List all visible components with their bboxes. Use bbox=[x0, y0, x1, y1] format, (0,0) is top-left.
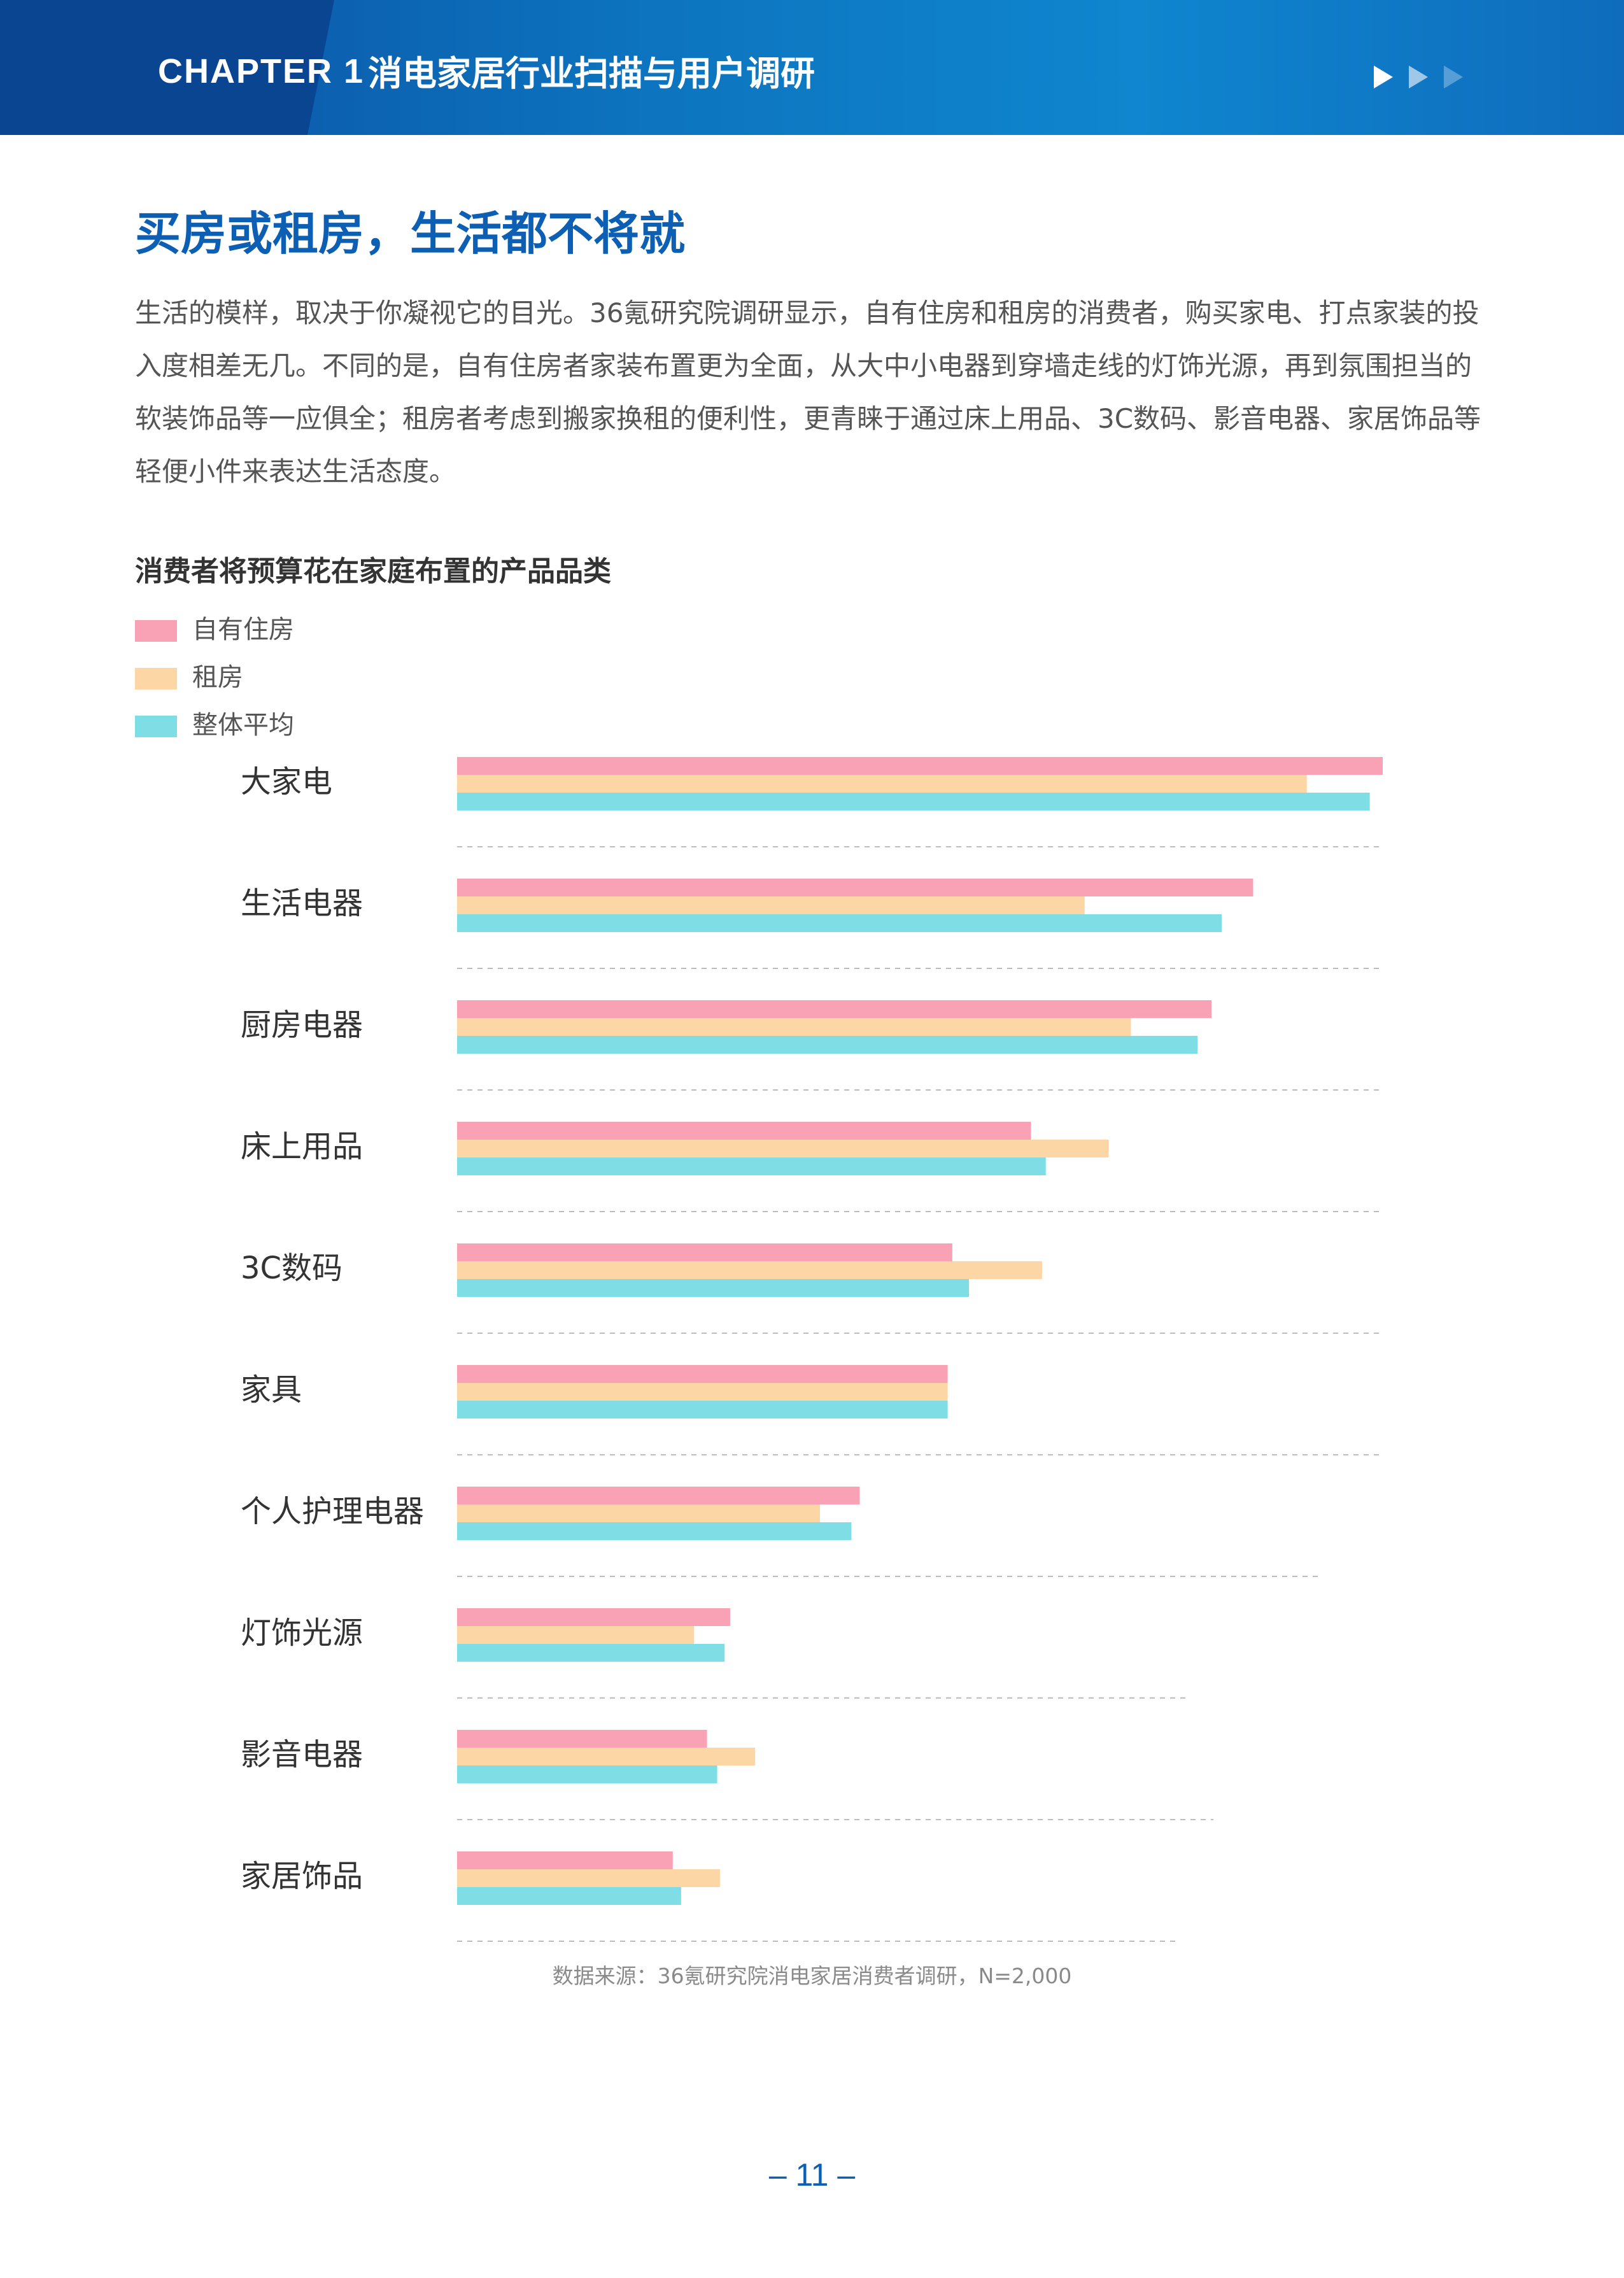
category-label: 厨房电器 bbox=[241, 1007, 363, 1043]
category-label: 影音电器 bbox=[241, 1737, 363, 1772]
page-number: – 11 – bbox=[768, 2157, 856, 2193]
chapter-title: 消电家居行业扫描与用户调研 bbox=[368, 53, 815, 94]
bar-rented bbox=[457, 896, 1085, 914]
data-source: 数据来源：36氪研究院消电家居消费者调研，N=2,000 bbox=[552, 1963, 1072, 1988]
bar-owned bbox=[457, 757, 1383, 775]
legend-swatch bbox=[135, 716, 177, 737]
header-banner: CHAPTER 1 消电家居行业扫描与用户调研 bbox=[0, 0, 1624, 135]
bar-average bbox=[457, 1279, 970, 1297]
legend-swatch bbox=[135, 668, 177, 690]
bar-rented bbox=[457, 1748, 756, 1765]
category-group: 厨房电器 bbox=[241, 1000, 1383, 1091]
category-label: 大家电 bbox=[241, 764, 332, 800]
bar-owned bbox=[457, 1000, 1212, 1018]
bar-average bbox=[457, 1644, 725, 1662]
bar-owned bbox=[457, 1851, 673, 1869]
bar-average bbox=[457, 793, 1370, 810]
category-group: 3C数码 bbox=[241, 1243, 1383, 1334]
legend-label: 整体平均 bbox=[192, 711, 294, 740]
category-group: 家具 bbox=[241, 1365, 1383, 1455]
category-label: 3C数码 bbox=[241, 1250, 342, 1286]
bar-rented bbox=[457, 1140, 1109, 1157]
category-label: 生活电器 bbox=[241, 886, 363, 921]
legend-label: 租房 bbox=[192, 663, 243, 692]
category-label: 灯饰光源 bbox=[241, 1615, 363, 1651]
legend-label: 自有住房 bbox=[192, 615, 294, 644]
bar-rented bbox=[457, 1504, 820, 1522]
category-label: 床上用品 bbox=[241, 1129, 363, 1164]
arrow-icon bbox=[1444, 66, 1463, 88]
chapter-tab bbox=[0, 0, 334, 135]
category-label: 家居饰品 bbox=[241, 1858, 363, 1894]
bar-average bbox=[457, 1887, 681, 1905]
bar-owned bbox=[457, 1243, 952, 1261]
bar-average bbox=[457, 1036, 1198, 1054]
category-group: 生活电器 bbox=[241, 879, 1383, 969]
category-group: 灯饰光源 bbox=[241, 1608, 1189, 1699]
category-group: 个人护理电器 bbox=[241, 1487, 1318, 1577]
category-group: 大家电 bbox=[241, 757, 1383, 847]
bar-owned bbox=[457, 1365, 948, 1383]
category-group: 床上用品 bbox=[241, 1122, 1383, 1212]
bar-average bbox=[457, 1401, 948, 1418]
bar-average bbox=[457, 1522, 852, 1540]
arrow-icon bbox=[1409, 66, 1428, 88]
bar-rented bbox=[457, 1018, 1131, 1036]
category-label: 个人护理电器 bbox=[241, 1494, 424, 1529]
category-label: 家具 bbox=[241, 1372, 302, 1408]
bar-average bbox=[457, 1765, 717, 1783]
bar-rented bbox=[457, 1383, 948, 1401]
category-group: 影音电器 bbox=[241, 1730, 1214, 1820]
bar-rented bbox=[457, 1869, 720, 1887]
bar-rented bbox=[457, 1626, 695, 1644]
bar-rented bbox=[457, 775, 1307, 793]
bar-rented bbox=[457, 1261, 1042, 1279]
bar-owned bbox=[457, 1730, 707, 1748]
intro-paragraph: 生活的模样，取决于你凝视它的目光。36氪研究院调研显示，自有住房和租房的消费者，… bbox=[135, 297, 1481, 487]
category-group: 家居饰品 bbox=[241, 1851, 1178, 1942]
bar-average bbox=[457, 914, 1222, 932]
bar-owned bbox=[457, 1608, 730, 1626]
section-title: 买房或租房，生活都不将就 bbox=[135, 207, 686, 260]
chart-title: 消费者将预算花在家庭布置的产品品类 bbox=[135, 555, 611, 588]
bar-owned bbox=[457, 1487, 860, 1504]
chapter-label: CHAPTER 1 bbox=[158, 52, 365, 90]
bar-owned bbox=[457, 879, 1253, 896]
bar-owned bbox=[457, 1122, 1031, 1140]
bar-average bbox=[457, 1157, 1046, 1175]
arrow-icon bbox=[1374, 66, 1393, 88]
legend-swatch bbox=[135, 620, 177, 642]
